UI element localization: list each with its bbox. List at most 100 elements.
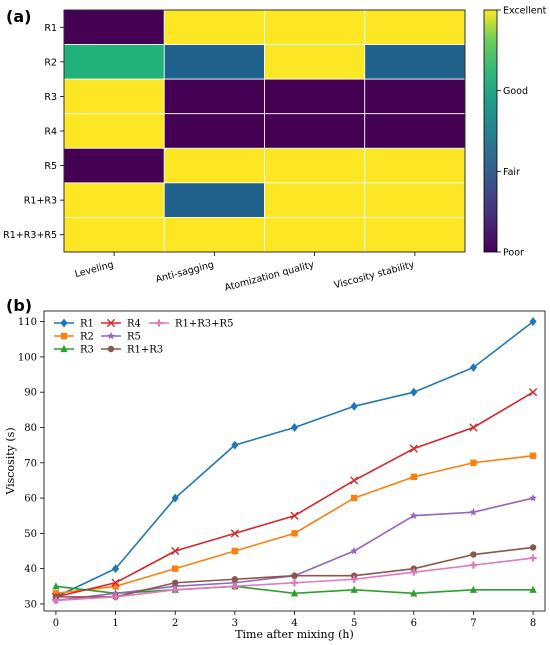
data-point-R2 bbox=[52, 590, 60, 597]
legend-item-R4: R4 bbox=[101, 319, 141, 330]
legend-marker bbox=[60, 318, 68, 328]
heatmap-cell-R1+R3+R5-Viscosity stability bbox=[364, 217, 466, 253]
heatmap-row-label: R2 bbox=[44, 57, 57, 68]
heatmap-col-label: Leveling bbox=[74, 259, 115, 280]
data-point-R4 bbox=[290, 511, 299, 520]
data-point-R1+R3+R5 bbox=[290, 579, 299, 587]
legend-item-R5: R5 bbox=[101, 332, 141, 343]
legend-label: R5 bbox=[127, 332, 141, 343]
y-tick-label: 100 bbox=[18, 352, 37, 363]
data-point-R1+R3+R5 bbox=[410, 568, 418, 576]
panel-label-a: (a) bbox=[6, 7, 31, 26]
data-point-R1+R3 bbox=[172, 579, 179, 586]
legend-label: R1 bbox=[80, 319, 94, 330]
heatmap-row-label: R3 bbox=[44, 92, 57, 103]
data-point-R1+R3 bbox=[470, 551, 477, 558]
data-point-R1+R3+R5 bbox=[350, 575, 358, 583]
heatmap-cell-R3-Anti-sagging bbox=[163, 78, 265, 115]
series-R4 bbox=[51, 388, 538, 601]
colorbar-tick-label: Fair bbox=[503, 167, 520, 178]
x-tick-label: 5 bbox=[351, 618, 357, 629]
data-point-R4 bbox=[111, 578, 120, 587]
series-R5 bbox=[51, 493, 538, 604]
data-point-R1+R3+R5 bbox=[171, 586, 179, 594]
heatmap-cell-R1+R3+R5-Leveling bbox=[63, 217, 165, 253]
y-tick-label: 30 bbox=[24, 599, 37, 610]
x-tick-label: 3 bbox=[232, 618, 238, 629]
data-point-R2 bbox=[172, 565, 179, 572]
data-point-R3 bbox=[469, 585, 478, 593]
x-tick-label: 4 bbox=[291, 618, 297, 629]
data-point-R1+R3+R5 bbox=[231, 582, 239, 590]
heatmap-cell-R1-Anti-sagging bbox=[163, 9, 265, 45]
data-point-R4 bbox=[409, 444, 418, 453]
heatmap-cell-R2-Anti-sagging bbox=[163, 44, 265, 80]
heatmap-col-label: Atomization quality bbox=[223, 259, 315, 294]
y-tick-label: 70 bbox=[24, 458, 37, 469]
heatmap-cell-R4-Leveling bbox=[63, 113, 165, 149]
data-point-R5 bbox=[529, 493, 538, 502]
data-point-R3 bbox=[350, 585, 358, 593]
y-tick-label: 40 bbox=[24, 564, 37, 575]
heatmap-cell-R1-Atomization quality bbox=[264, 9, 366, 45]
data-point-R5 bbox=[350, 546, 359, 555]
legend: R1 R2 R3 R4 R5 R1+R3 R1+R3+R5 bbox=[54, 319, 233, 356]
legend-item-R3: R3 bbox=[54, 345, 94, 356]
data-point-R4 bbox=[230, 529, 239, 538]
heatmap-cell-R1+R3-Atomization quality bbox=[264, 182, 366, 218]
data-point-R2 bbox=[231, 547, 239, 555]
data-point-R1 bbox=[111, 564, 120, 574]
colorbar-bar bbox=[483, 9, 498, 253]
colorbar-tick-label: Good bbox=[503, 86, 528, 97]
legend-label: R3 bbox=[80, 345, 94, 356]
data-point-R2 bbox=[291, 530, 298, 537]
data-point-R1+R3+R5 bbox=[529, 554, 537, 562]
x-axis-title: Time after mixing (h) bbox=[235, 628, 354, 641]
data-point-R4 bbox=[469, 423, 478, 432]
data-point-R5 bbox=[469, 507, 478, 516]
data-point-R1+R3 bbox=[529, 544, 537, 551]
data-point-R5 bbox=[111, 589, 120, 597]
heatmap-row-label: R1 bbox=[44, 23, 57, 34]
heatmap-cell-R1+R3-Viscosity stability bbox=[364, 182, 466, 218]
data-point-R1 bbox=[529, 317, 537, 326]
y-tick-label: 60 bbox=[24, 494, 37, 505]
x-tick-label: 6 bbox=[411, 618, 417, 629]
data-point-R4 bbox=[171, 546, 180, 556]
data-point-R1 bbox=[231, 440, 239, 450]
legend-marker bbox=[60, 332, 68, 340]
heatmap-cell-R5-Leveling bbox=[63, 147, 165, 184]
legend-item-R1: R1 bbox=[54, 319, 94, 330]
series-R1+R3 bbox=[52, 544, 537, 601]
data-point-R2 bbox=[410, 473, 417, 481]
series-R1+R3+R5 bbox=[52, 554, 537, 605]
data-point-R1 bbox=[469, 363, 478, 372]
data-point-R1 bbox=[350, 401, 358, 411]
data-point-R3 bbox=[410, 589, 418, 597]
y-tick-label: 110 bbox=[18, 317, 37, 328]
series-R2 bbox=[52, 452, 537, 597]
heatmap-cell-R5-Atomization quality bbox=[264, 147, 366, 184]
x-tick-label: 2 bbox=[172, 618, 178, 629]
data-point-R2 bbox=[112, 583, 119, 590]
heatmap-row-label: R4 bbox=[44, 127, 57, 138]
legend-marker bbox=[60, 344, 68, 353]
legend-item-R2: R2 bbox=[54, 332, 94, 343]
panel-label-b: (b) bbox=[6, 296, 32, 315]
heatmap-colorbar: Poor Fair Good Excellent bbox=[483, 6, 547, 259]
data-point-R3 bbox=[290, 589, 299, 597]
legend-item-R1+R3: R1+R3 bbox=[101, 345, 163, 356]
data-point-R1+R3 bbox=[231, 576, 239, 583]
data-point-R4 bbox=[528, 388, 538, 397]
heatmap-cell-R1+R3-Anti-sagging bbox=[163, 182, 265, 218]
legend-marker bbox=[107, 331, 115, 340]
heatmap-row-label: R1+R3+R5 bbox=[3, 230, 57, 241]
data-point-R2 bbox=[470, 459, 477, 466]
series-R1 bbox=[52, 317, 537, 602]
legend-label: R2 bbox=[80, 332, 94, 343]
legend-marker bbox=[106, 318, 116, 328]
heatmap-col-label: Anti-sagging bbox=[154, 259, 215, 285]
colorbar-tick-label: Poor bbox=[503, 248, 524, 259]
y-tick-label: 50 bbox=[24, 529, 37, 540]
